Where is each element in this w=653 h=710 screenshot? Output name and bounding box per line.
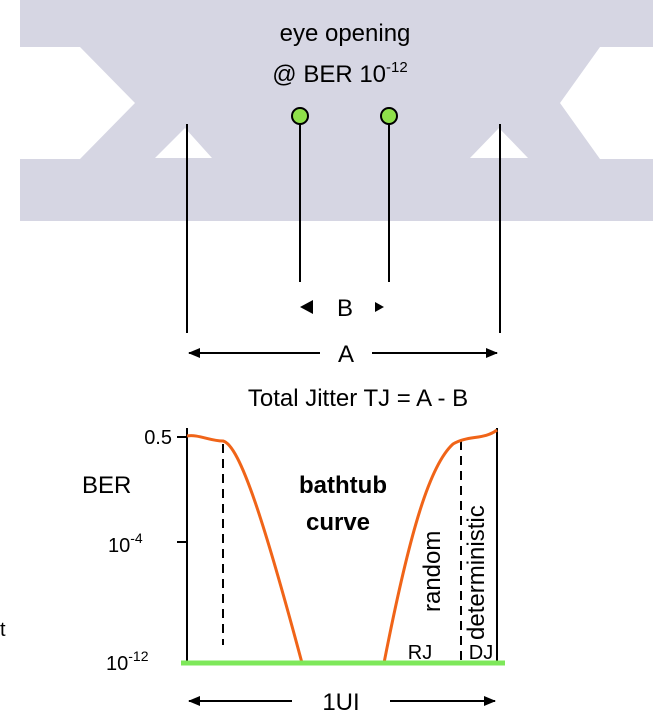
eye-band — [20, 0, 653, 221]
ui-label: 1UI — [322, 689, 359, 710]
tick-mid-label: 10-4 — [108, 530, 143, 557]
b-dimension: B — [300, 295, 384, 322]
right-opening-marker — [380, 107, 398, 125]
rj-label: RJ — [408, 642, 432, 664]
eye-opening-label: eye opening — [280, 20, 411, 47]
eye-opening-ber-label: @ BER 10-12 — [272, 59, 407, 88]
b-label: B — [337, 295, 353, 322]
a-label: A — [338, 341, 354, 368]
random-label: random — [419, 531, 446, 612]
total-jitter-label: Total Jitter TJ = A - B — [248, 385, 468, 412]
dj-label: DJ — [469, 642, 493, 664]
a-dimension: A — [188, 341, 498, 368]
tick-top-label: 0.5 — [144, 427, 172, 449]
bathtub-curve — [186, 428, 498, 664]
left-opening-marker — [291, 107, 309, 125]
bathtub-name-line1: bathtub — [299, 472, 387, 499]
margin-text-fragment: t — [0, 619, 6, 641]
bathtub-name-line2: curve — [306, 509, 370, 536]
eye-pattern — [20, 0, 653, 221]
ui-dimension: 1UI — [188, 689, 496, 710]
bathtub-plot — [177, 428, 505, 666]
b-right-arrowhead — [375, 302, 384, 312]
ber-axis-label: BER — [82, 472, 131, 499]
b-left-arrowhead — [300, 300, 313, 314]
tick-bottom-label: 10-12 — [106, 648, 149, 675]
deterministic-label: deterministic — [463, 505, 490, 640]
